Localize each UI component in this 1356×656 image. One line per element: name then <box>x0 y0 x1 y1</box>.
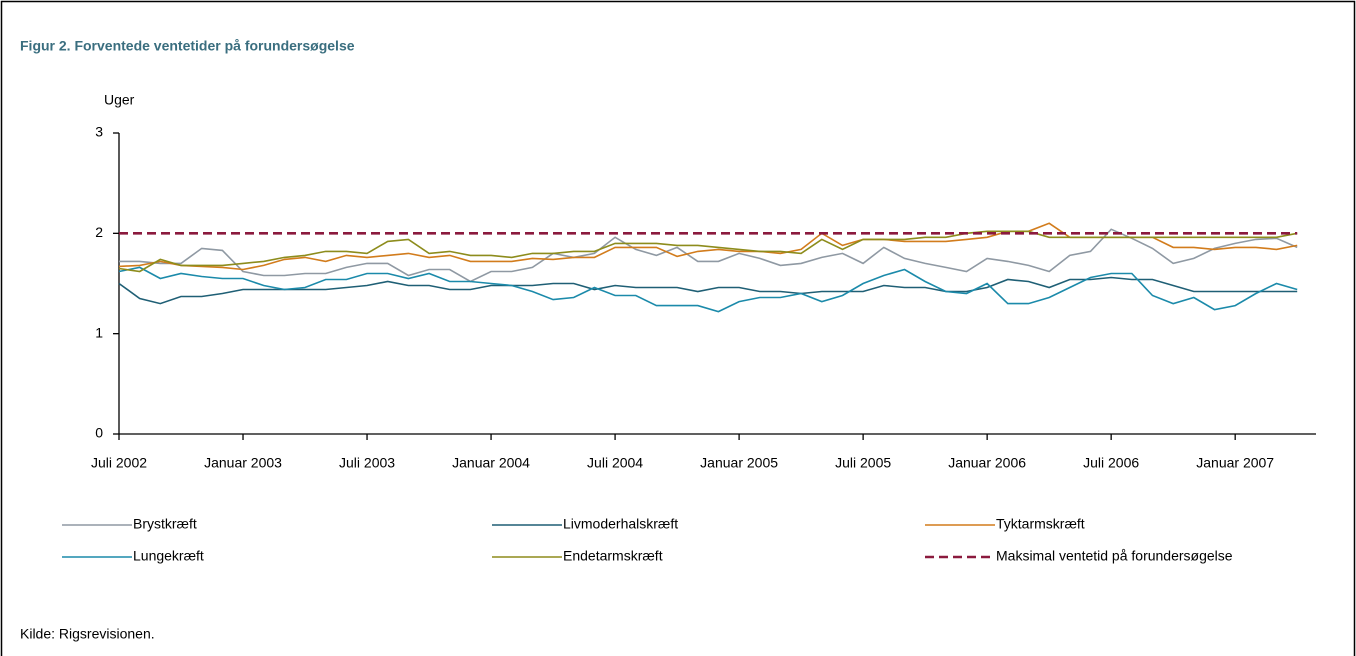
y-tick-label: 0 <box>95 425 103 441</box>
legend-label: Maksimal ventetid på forundersøgelse <box>996 548 1233 564</box>
series-line <box>118 230 1298 273</box>
y-tick-label: 2 <box>95 224 103 240</box>
x-tick-label: Januar 2006 <box>948 455 1026 471</box>
source: Kilde: Rigsrevisionen. <box>20 626 155 642</box>
series-line <box>119 228 1298 283</box>
series-line <box>118 266 1298 313</box>
legend-label: Livmoderhalskræft <box>563 516 678 532</box>
legend-label: Lungekræft <box>133 548 204 564</box>
x-tick-label: Juli 2002 <box>91 455 147 471</box>
x-tick-label: Januar 2007 <box>1196 455 1274 471</box>
y-tick-label: 1 <box>95 324 103 340</box>
x-tick-label: Januar 2003 <box>204 455 282 471</box>
y-tick-label: 3 <box>95 124 103 140</box>
x-tick-label: Juli 2005 <box>835 455 891 471</box>
series-line <box>118 276 1298 305</box>
legend-label: Brystkræft <box>133 516 197 532</box>
x-tick-label: Juli 2003 <box>339 455 395 471</box>
x-tick-label: Januar 2005 <box>700 455 778 471</box>
chart-title: Figur 2. Forventede ventetider på forund… <box>20 38 355 54</box>
x-tick-label: Juli 2006 <box>1083 455 1139 471</box>
legend-label: Endetarmskræft <box>563 548 663 564</box>
y-axis-label: Uger <box>104 92 135 108</box>
x-tick-label: Juli 2004 <box>587 455 643 471</box>
x-tick-label: Januar 2004 <box>452 455 530 471</box>
legend-label: Tyktarmskræft <box>996 516 1085 532</box>
